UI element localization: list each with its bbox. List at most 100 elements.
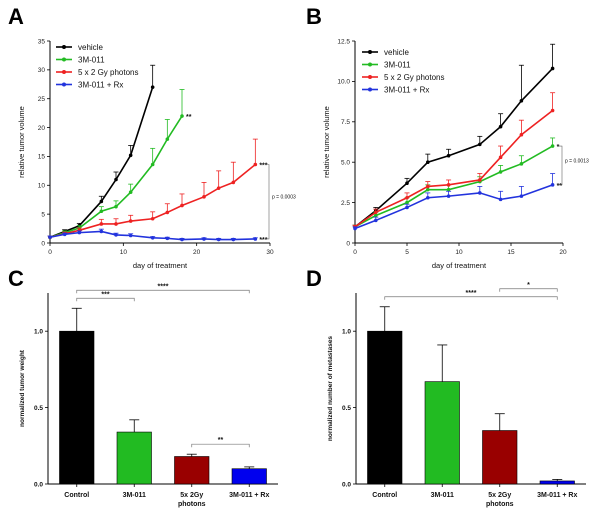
data-point [550,183,555,187]
data-point [426,187,430,192]
y-tick-label: 0 [41,240,45,247]
data-point [99,199,104,204]
series-3m-011-rx [47,228,258,242]
legend-label: 3M-011 [384,61,411,70]
panel-c: C 0.0 0.5 1.0 normalized tumor weight Control… [8,266,278,508]
y-tick-label: 0.0 [34,481,43,488]
comparison-bracket [499,288,558,292]
y-tick-label: 12.5 [337,38,350,45]
bar [482,430,518,485]
category-label: 3M-011 + Rx [537,492,577,499]
data-point [165,210,170,215]
y-tick-label: 30 [38,67,46,74]
bar-group: 3M-011 + Rx [537,479,577,499]
data-point [446,153,451,158]
y-tick-label: 5 [41,211,45,218]
data-point [426,184,430,189]
data-point [374,218,378,223]
data-point [478,142,482,147]
legend-label: 3M-011 + Rx [78,81,123,90]
x-axis-label: day of treatment [432,261,487,270]
data-point [498,155,503,160]
y-axis-label: normalized number of metastases [327,336,334,441]
data-point [180,203,184,208]
significance-label: **** [466,290,477,297]
series-3m-011 [352,137,556,229]
legend-label: vehicle [384,48,409,57]
x-tick-label: 20 [193,249,201,256]
data-point [114,222,118,226]
legend-label: 5 x 2 Gy photons [78,68,138,77]
legend-label: 5 x 2 Gy photons [384,73,444,82]
data-point [405,200,409,205]
legend-label: 3M-011 + Rx [384,86,429,95]
category-label: 5x 2Gy photons [178,492,206,508]
bar-group: Control [59,307,95,499]
data-point [128,233,133,238]
data-point [446,194,451,198]
data-point [374,210,378,215]
panel-d: D 0.0 0.5 1.0 normalized number of metastase… [306,266,586,508]
significance-label: ** [557,183,563,190]
data-point [77,230,82,235]
data-point [114,233,118,237]
data-point [498,170,503,174]
series-5-x-2-gy-photons [352,92,556,229]
bar [424,381,460,485]
panel-letter: A [8,4,24,29]
bar-group: Control [367,306,403,499]
comparison-bracket [266,164,270,240]
series-3m-011 [47,89,185,240]
y-axis-label: normalized tumor weight [19,349,26,427]
data-point [114,177,118,182]
significance-label: * [527,282,530,289]
y-tick-label: 25 [38,96,46,103]
y-tick-label: 7.5 [341,119,350,126]
legend-marker [368,62,372,67]
significance-label: *** [101,291,109,298]
y-tick-label: 5.0 [341,160,350,167]
y-tick-label: 2.5 [341,200,350,207]
series-5-x-2-gy-photons [47,138,258,240]
data-point [62,232,67,237]
bar-group: 5x 2Gy photons [174,453,210,508]
data-point [550,66,555,71]
data-point [550,108,555,113]
category-label: 3M-011 [431,492,454,499]
bar-group: 3M-011 [424,344,460,499]
data-point [202,195,206,199]
data-point [426,160,430,164]
legend: vehicle 3M-011 5 x 2 Gy photons 3M-011 + Rx [362,48,444,95]
y-tick-label: 0.5 [342,405,351,412]
comparison-bracket [384,296,558,300]
legend: vehicle 3M-011 5 x 2 Gy photons 3M-011 + Rx [56,43,138,90]
data-point [405,195,409,200]
y-tick-label: 20 [38,125,46,132]
bar-group: 5x 2Gy photons [482,413,518,508]
bar [116,431,152,485]
data-point [216,237,221,242]
data-point [165,137,170,141]
data-point [478,191,482,195]
y-tick-label: 35 [38,38,46,45]
x-axis-label: day of treatment [133,261,188,270]
significance-label: * [557,144,560,151]
data-point [519,194,524,198]
legend-marker [62,70,66,74]
data-point [128,219,133,223]
category-label: Control [372,492,397,499]
data-point [165,236,170,241]
significance-label: ** [218,437,224,444]
category-label: 3M-011 + Rx [229,492,269,499]
y-tick-label: 15 [38,154,46,161]
data-point [405,181,409,186]
data-point [231,180,236,185]
data-point [99,222,104,226]
category-label: 3M-011 [123,492,146,499]
legend-marker [368,50,372,54]
data-point [478,178,482,182]
legend-marker [62,45,66,49]
comparison-bracket [559,145,563,186]
data-point [180,237,184,242]
